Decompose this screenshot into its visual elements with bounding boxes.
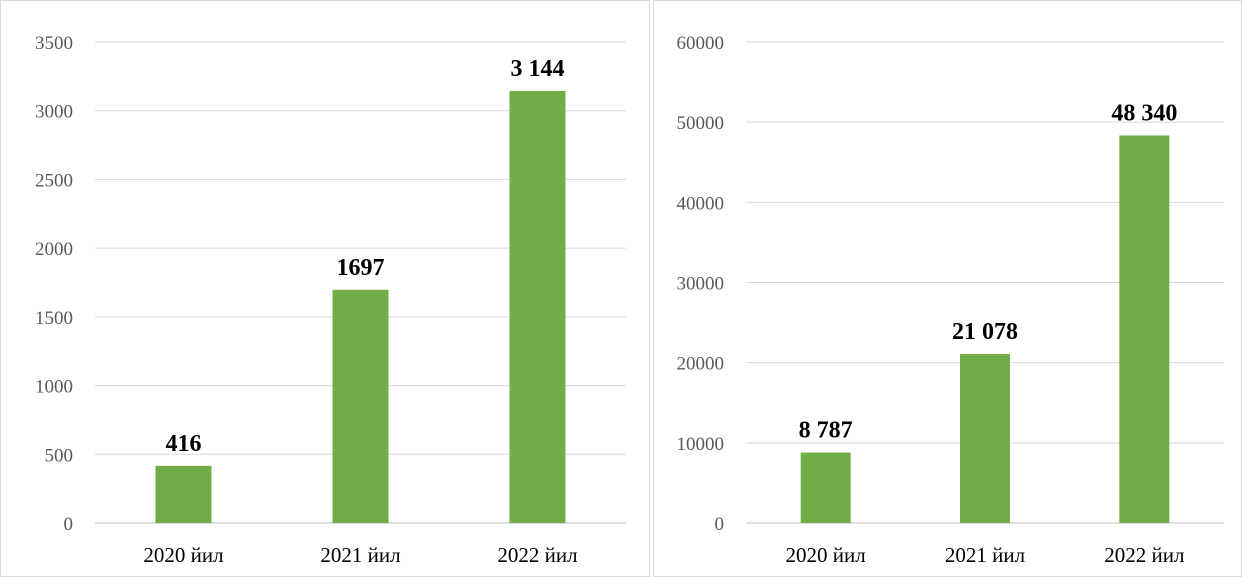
right-y-tick-label: 60000 — [677, 33, 725, 54]
bar-chart-left: 0 500 1000 1500 2000 2500 3000 3500 416 2020 йил 1… — [35, 33, 626, 567]
right-y-tick-label: 50000 — [677, 113, 725, 134]
right-bar — [1119, 135, 1170, 523]
right-bar — [960, 354, 1010, 523]
left-data-label: 1697 — [337, 255, 385, 281]
left-y-tick-label: 2000 — [35, 239, 73, 260]
right-y-tick-label: 20000 — [677, 354, 725, 375]
right-y-tick-label: 40000 — [677, 193, 725, 214]
left-y-tick-label: 1000 — [35, 377, 73, 398]
right-category-label: 2022 йил — [1104, 543, 1184, 567]
right-category-label: 2020 йил — [786, 543, 866, 567]
left-y-tick-label: 500 — [45, 445, 74, 466]
left-y-tick-label: 2500 — [35, 170, 73, 191]
left-data-label: 416 — [166, 431, 202, 457]
left-bar — [332, 289, 389, 523]
left-category-label: 2022 йил — [497, 543, 577, 567]
left-data-label: 3 144 — [511, 56, 565, 82]
right-data-label: 21 078 — [952, 319, 1018, 345]
right-y-tick-label: 30000 — [677, 274, 725, 295]
right-y-tick-label: 10000 — [677, 434, 725, 455]
right-data-label: 48 340 — [1111, 100, 1177, 126]
bar-chart-right: 0 10000 20000 30000 40000 50000 60000 8 787 2020… — [677, 33, 1224, 567]
chart-panel-right: 0 10000 20000 30000 40000 50000 60000 8 787 2020… — [653, 0, 1242, 577]
left-category-label: 2020 йил — [143, 543, 223, 567]
right-category-label: 2021 йил — [945, 543, 1025, 567]
left-y-tick-label: 1500 — [35, 308, 73, 329]
left-bar — [155, 465, 212, 523]
right-data-label: 8 787 — [799, 418, 853, 444]
left-bar — [509, 90, 566, 524]
left-category-label: 2021 йил — [320, 543, 400, 567]
left-y-tick-label: 3000 — [35, 102, 73, 123]
right-bar — [800, 452, 851, 523]
left-y-tick-label: 3500 — [35, 33, 73, 54]
right-y-tick-label: 0 — [715, 514, 725, 535]
chart-panel-left: 0 500 1000 1500 2000 2500 3000 3500 416 2020 йил 1… — [0, 0, 650, 577]
left-y-tick-label: 0 — [64, 514, 74, 535]
